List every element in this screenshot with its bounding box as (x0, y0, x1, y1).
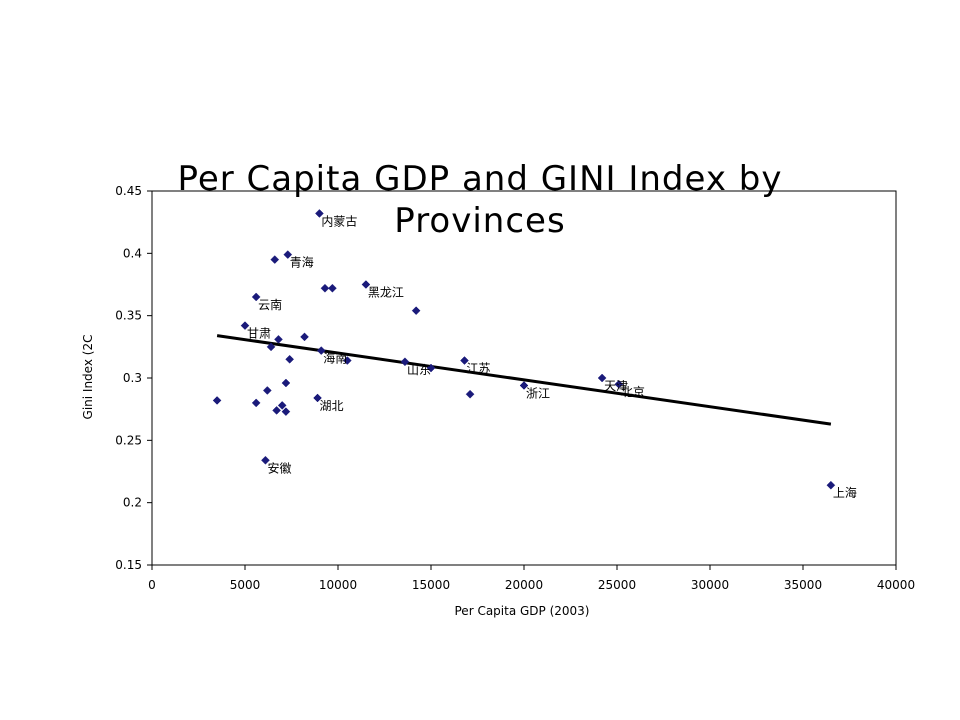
data-point (460, 356, 469, 365)
data-point (272, 406, 281, 415)
point-label: 黑龙江 (368, 286, 404, 300)
point-label: 上海 (833, 485, 857, 500)
data-point (315, 209, 324, 218)
data-point (316, 346, 326, 355)
point-label: 云南 (258, 297, 282, 312)
x-axis-title: Per Capita GDP (2003) (455, 604, 590, 618)
point-label: 内蒙古 (321, 213, 357, 228)
data-point (277, 401, 287, 410)
x-tick-label: 30000 (691, 578, 729, 592)
x-tick-label: 10000 (319, 578, 357, 592)
x-tick-label: 20000 (505, 578, 543, 592)
y-tick-label: 0.4 (123, 246, 142, 260)
data-point (266, 342, 276, 352)
data-point (262, 386, 272, 395)
data-point (281, 407, 291, 417)
y-axis-ticks: 0.15 0.2 0.25 0.3 0.35 0.4 0.45 (115, 184, 152, 572)
data-point (270, 255, 280, 264)
x-tick-label: 5000 (230, 578, 261, 592)
data-point (826, 480, 836, 490)
y-tick-label: 0.45 (115, 184, 142, 198)
data-point (328, 283, 337, 293)
chart-title-line-2: Provinces (394, 201, 565, 241)
x-tick-label: 35000 (784, 578, 822, 592)
data-point (251, 292, 261, 302)
data-point (411, 306, 421, 316)
point-label: 安徽 (267, 460, 291, 475)
data-point (283, 250, 293, 259)
data-point (281, 378, 291, 388)
data-point (313, 393, 322, 403)
data-point (285, 354, 294, 364)
point-label: 浙江 (526, 386, 550, 400)
point-label: 山东 (407, 363, 431, 377)
plot-area (151, 190, 897, 566)
chart-title-line-1: Per Capita GDP and GINI Index by (178, 159, 783, 199)
y-tick-label: 0.2 (123, 496, 142, 510)
data-point (240, 321, 250, 330)
point-label: 天津 (604, 379, 628, 393)
point-label: 湖北 (320, 398, 344, 413)
trendline (216, 334, 832, 426)
x-axis-ticks: 0 5000 10000 15000 20000 25000 30000 35000 40000 (148, 565, 915, 592)
data-point (465, 389, 475, 399)
data-point (320, 283, 330, 293)
data-point (400, 357, 410, 367)
data-point (597, 373, 607, 383)
x-tick-label: 25000 (598, 578, 636, 592)
data-point (519, 381, 529, 390)
x-tick-label: 40000 (877, 578, 915, 592)
data-point (300, 332, 309, 342)
trendline-layer (216, 334, 832, 426)
data-point (212, 396, 222, 405)
data-point (342, 356, 352, 365)
point-label: 江苏 (466, 362, 490, 376)
data-points-layer (212, 209, 836, 490)
point-label: 甘肃 (247, 327, 271, 341)
point-label: 北京 (621, 385, 645, 399)
data-point (274, 334, 283, 344)
point-label: 青海 (290, 255, 314, 270)
x-tick-label: 0 (148, 578, 156, 592)
data-point (261, 455, 270, 465)
point-label: 海南 (323, 351, 347, 366)
data-point (614, 379, 624, 389)
y-axis-title: Gini Index (2C (81, 335, 95, 420)
y-tick-label: 0.3 (123, 371, 142, 385)
y-tick-label: 0.15 (115, 558, 142, 572)
x-tick-label: 15000 (412, 578, 450, 592)
y-tick-label: 0.25 (115, 433, 142, 447)
data-point (361, 280, 371, 289)
data-point (251, 398, 261, 408)
data-point (426, 363, 436, 373)
y-tick-label: 0.35 (115, 309, 142, 323)
